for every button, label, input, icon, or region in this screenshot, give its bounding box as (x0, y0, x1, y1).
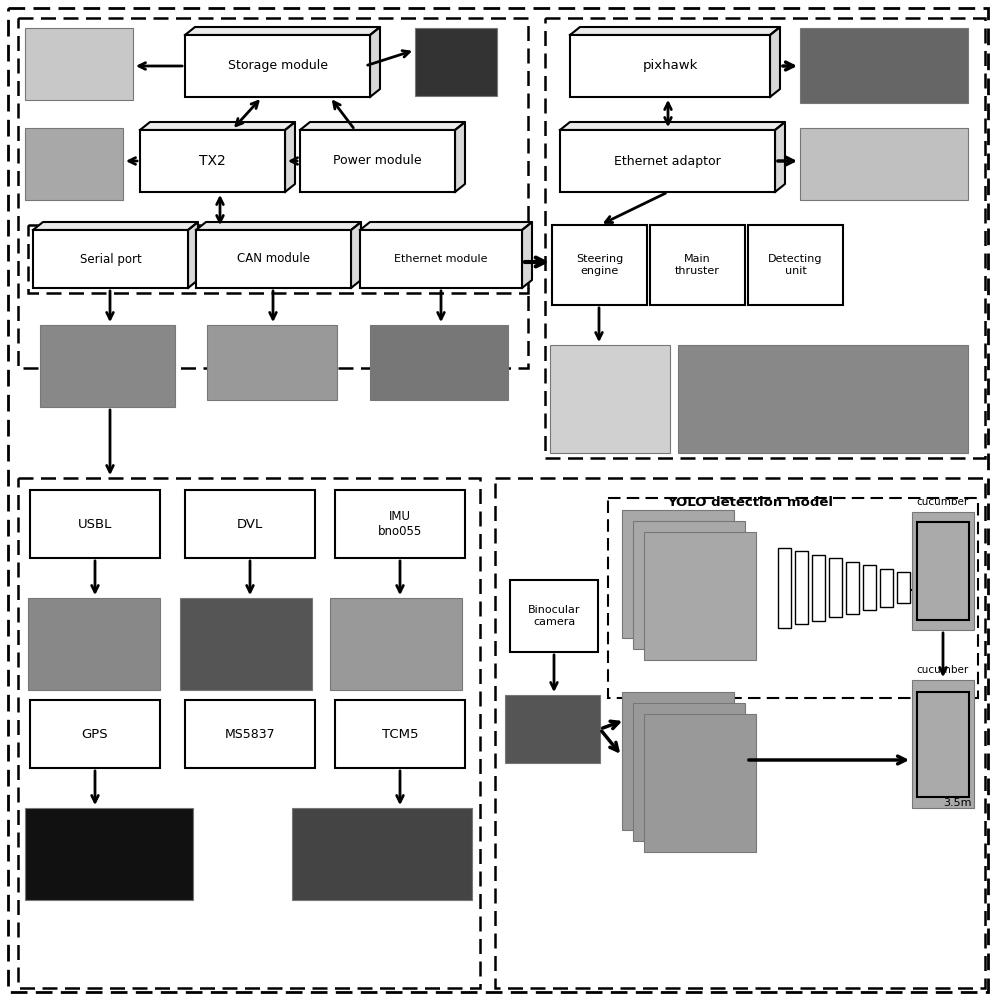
Bar (897, 572, 910, 603)
Polygon shape (351, 222, 361, 288)
Bar (644, 714, 756, 852)
Bar (330, 598, 462, 690)
Polygon shape (570, 27, 780, 35)
Text: Serial port: Serial port (80, 252, 141, 265)
Bar (633, 703, 745, 841)
Bar (415, 28, 497, 96)
Bar (360, 230, 522, 288)
Polygon shape (370, 27, 380, 97)
Bar (863, 565, 876, 610)
Bar (335, 700, 465, 768)
Text: Steering
engine: Steering engine (576, 254, 623, 276)
Bar (552, 225, 647, 305)
Bar (30, 490, 160, 558)
Text: GPS: GPS (82, 728, 109, 740)
Bar (812, 555, 825, 621)
Bar (25, 128, 123, 200)
Bar (917, 522, 969, 620)
Bar (28, 598, 160, 690)
Bar (622, 692, 734, 830)
Text: Ethernet module: Ethernet module (394, 254, 488, 264)
Bar (633, 521, 745, 649)
Polygon shape (770, 27, 780, 97)
Bar (678, 345, 968, 453)
Text: cucumber: cucumber (917, 665, 969, 675)
Text: USBL: USBL (78, 518, 113, 530)
Polygon shape (140, 122, 295, 130)
Text: YOLO detection model: YOLO detection model (667, 496, 833, 510)
Polygon shape (455, 122, 465, 192)
Bar (608, 498, 978, 698)
Bar (292, 808, 472, 900)
Text: DVL: DVL (237, 518, 263, 530)
Bar (912, 680, 974, 808)
Polygon shape (196, 222, 361, 230)
Polygon shape (300, 122, 465, 130)
Bar (748, 225, 843, 305)
Bar (846, 562, 859, 614)
Text: Power module: Power module (334, 154, 422, 167)
Bar (800, 28, 968, 103)
Bar (795, 551, 808, 624)
Bar (622, 510, 734, 638)
Bar (912, 512, 974, 630)
Polygon shape (775, 122, 785, 192)
Bar (185, 35, 370, 97)
Text: 3.5m: 3.5m (943, 798, 972, 808)
Bar (800, 128, 968, 200)
Bar (18, 478, 480, 988)
Text: Binocular
camera: Binocular camera (528, 605, 581, 627)
Text: TX2: TX2 (199, 154, 226, 168)
Bar (18, 18, 528, 368)
Bar (644, 532, 756, 660)
Bar (650, 225, 745, 305)
Polygon shape (185, 27, 380, 35)
Bar (30, 700, 160, 768)
Polygon shape (33, 222, 198, 230)
Bar (829, 558, 842, 617)
Bar (207, 325, 337, 400)
Bar (570, 35, 770, 97)
Bar (196, 230, 351, 288)
Bar (33, 230, 188, 288)
Bar (28, 225, 528, 293)
Text: cucumber: cucumber (917, 497, 969, 507)
Text: Main
thruster: Main thruster (675, 254, 720, 276)
Polygon shape (560, 122, 785, 130)
Text: CAN module: CAN module (237, 252, 310, 265)
Bar (560, 130, 775, 192)
Bar (140, 130, 285, 192)
Bar (550, 345, 670, 453)
Bar (505, 695, 600, 763)
Bar (180, 598, 312, 690)
Bar (40, 325, 175, 407)
Polygon shape (522, 222, 532, 288)
Bar (335, 490, 465, 558)
Text: pixhawk: pixhawk (642, 60, 697, 73)
Bar (495, 478, 985, 988)
Text: Detecting
unit: Detecting unit (768, 254, 823, 276)
Bar (880, 569, 893, 607)
Bar (510, 580, 598, 652)
Text: IMU
bno055: IMU bno055 (377, 510, 422, 538)
Bar (300, 130, 455, 192)
Polygon shape (360, 222, 532, 230)
Bar (778, 548, 791, 628)
Bar (370, 325, 508, 400)
Bar (545, 18, 985, 458)
Text: TCM5: TCM5 (381, 728, 418, 740)
Bar (25, 28, 133, 100)
Bar (917, 692, 969, 797)
Bar (185, 490, 315, 558)
Polygon shape (188, 222, 198, 288)
Bar (185, 700, 315, 768)
Text: Storage module: Storage module (227, 60, 328, 73)
Text: MS5837: MS5837 (225, 728, 275, 740)
Bar (25, 808, 193, 900)
Polygon shape (285, 122, 295, 192)
Text: Ethernet adaptor: Ethernet adaptor (615, 154, 721, 167)
